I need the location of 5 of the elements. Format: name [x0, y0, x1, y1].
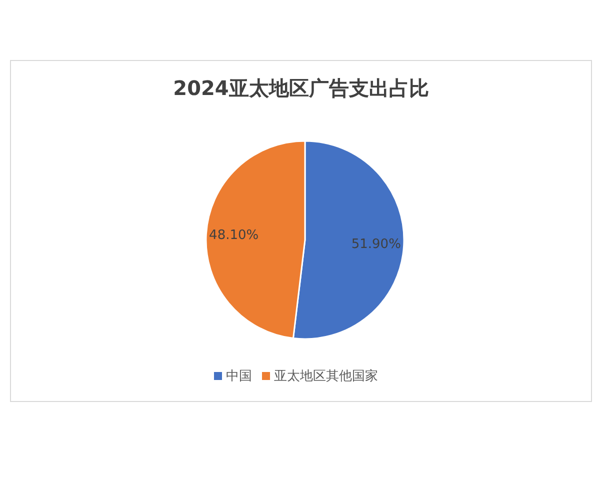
legend-label: 中国: [226, 369, 252, 384]
legend-label: 亚太地区其他国家: [274, 369, 378, 384]
data-label: 51.90%: [351, 236, 401, 252]
data-label: 48.10%: [209, 228, 259, 244]
chart-title: 2024亚太地区广告支出占比: [172, 75, 430, 102]
